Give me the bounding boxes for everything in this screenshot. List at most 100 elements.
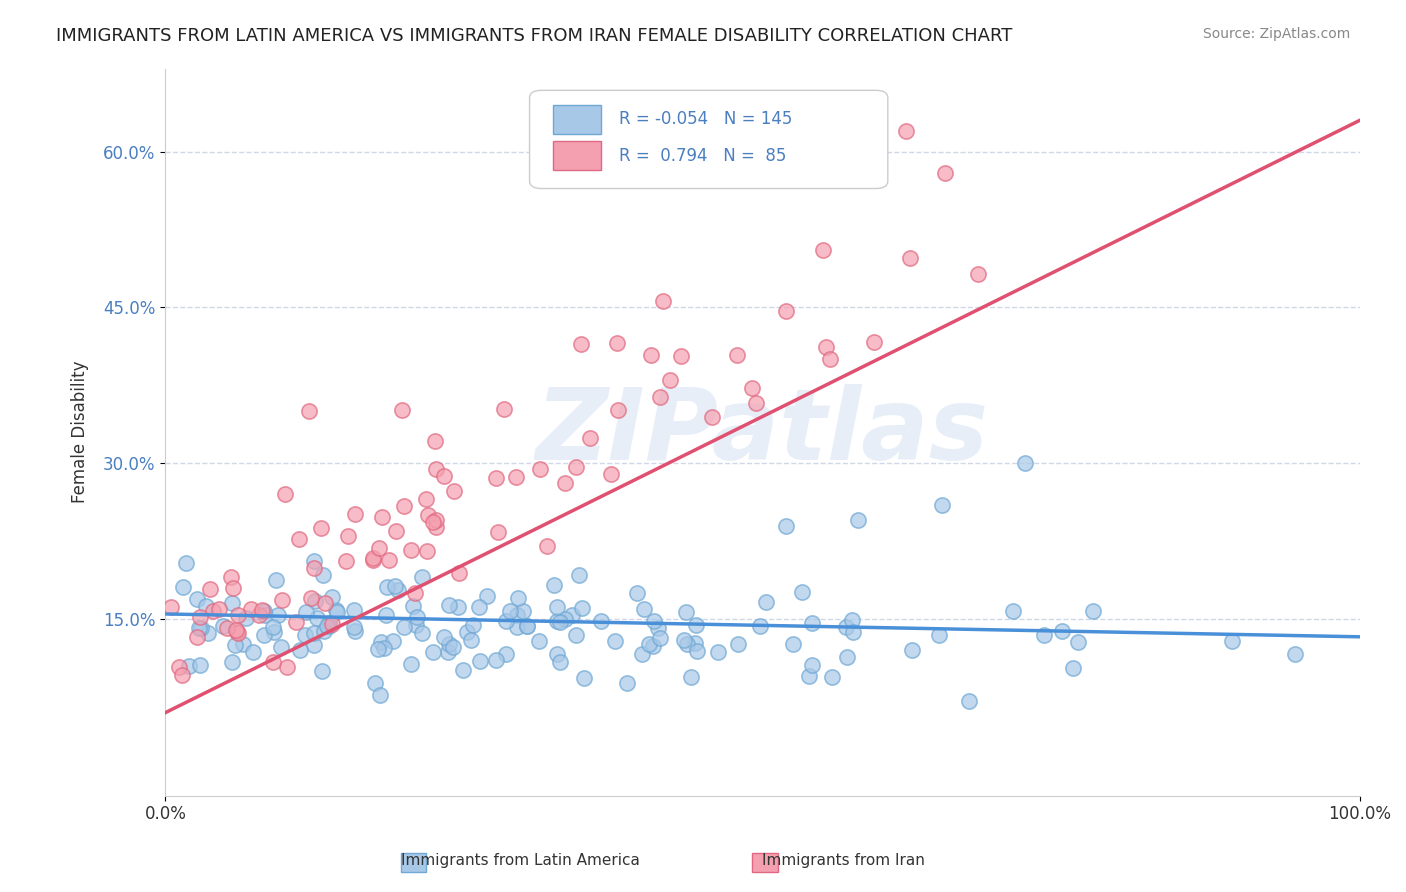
Point [159,599,181,614]
Point [321,591,343,605]
Point [190,621,212,635]
Text: Source: ZipAtlas.com: Source: ZipAtlas.com [1202,27,1350,41]
Point [616,676,638,690]
Point [425,520,447,534]
Point [640,348,662,362]
Point [652,293,675,308]
Point [571,600,593,615]
Point [239,602,262,616]
Point [527,634,550,648]
Point [506,591,529,606]
Point [516,619,538,633]
Point [801,658,824,673]
Point [212,619,235,633]
Point [274,487,297,501]
Point [433,630,456,644]
FancyBboxPatch shape [530,90,887,188]
Point [1033,628,1056,642]
Point [447,600,470,615]
Point [485,471,508,485]
Point [416,544,439,558]
Point [325,602,347,616]
Point [368,689,391,703]
Point [335,554,357,568]
Point [336,529,359,543]
Point [546,647,568,661]
Point [727,637,749,651]
Point [846,513,869,527]
Point [391,402,413,417]
Point [311,664,333,678]
Point [683,635,706,649]
Point [402,599,425,614]
Point [782,637,804,651]
Point [898,251,921,265]
Point [607,403,630,417]
Point [267,607,290,622]
Point [900,643,922,657]
Point [271,592,294,607]
Point [361,551,384,566]
Point [247,608,270,623]
Point [641,639,664,653]
Point [894,124,917,138]
Point [242,645,264,659]
Point [221,655,243,669]
Point [841,624,863,639]
Point [415,492,437,507]
Point [589,614,612,628]
Text: R = -0.054   N = 145: R = -0.054 N = 145 [619,111,793,128]
Point [201,604,224,618]
Point [405,617,427,632]
Point [863,334,886,349]
Point [643,614,665,628]
Point [460,633,482,648]
Point [363,553,385,567]
Point [441,640,464,655]
Point [821,670,844,684]
Point [285,615,308,629]
Text: R =  0.794   N =  85: R = 0.794 N = 85 [619,147,786,165]
Point [311,521,333,535]
Point [468,600,491,615]
Point [312,624,335,638]
Point [548,615,571,630]
Point [495,614,517,628]
Text: Immigrants from Iran: Immigrants from Iran [762,854,925,868]
Point [399,543,422,558]
Point [384,579,406,593]
Point [437,637,460,651]
Point [422,515,444,529]
Point [706,645,728,659]
Point [686,644,709,658]
Point [546,600,568,615]
Point [648,390,671,404]
Point [439,598,461,612]
Point [250,602,273,616]
Point [647,621,669,635]
Point [425,434,447,449]
Point [506,607,529,622]
Point [172,580,194,594]
Point [304,594,326,608]
Point [561,608,583,623]
Point [370,635,392,649]
Point [343,507,366,521]
Bar [554,105,602,134]
Point [367,541,389,556]
Point [790,585,813,599]
Point [841,613,863,627]
Point [422,645,444,659]
Point [411,570,433,584]
Point [1062,661,1084,675]
Point [225,624,247,639]
Point [302,553,325,567]
Point [633,602,655,616]
Point [392,620,415,634]
Point [307,611,329,625]
Point [225,624,247,638]
Point [673,632,696,647]
Point [565,460,588,475]
Point [302,638,325,652]
Point [934,166,956,180]
